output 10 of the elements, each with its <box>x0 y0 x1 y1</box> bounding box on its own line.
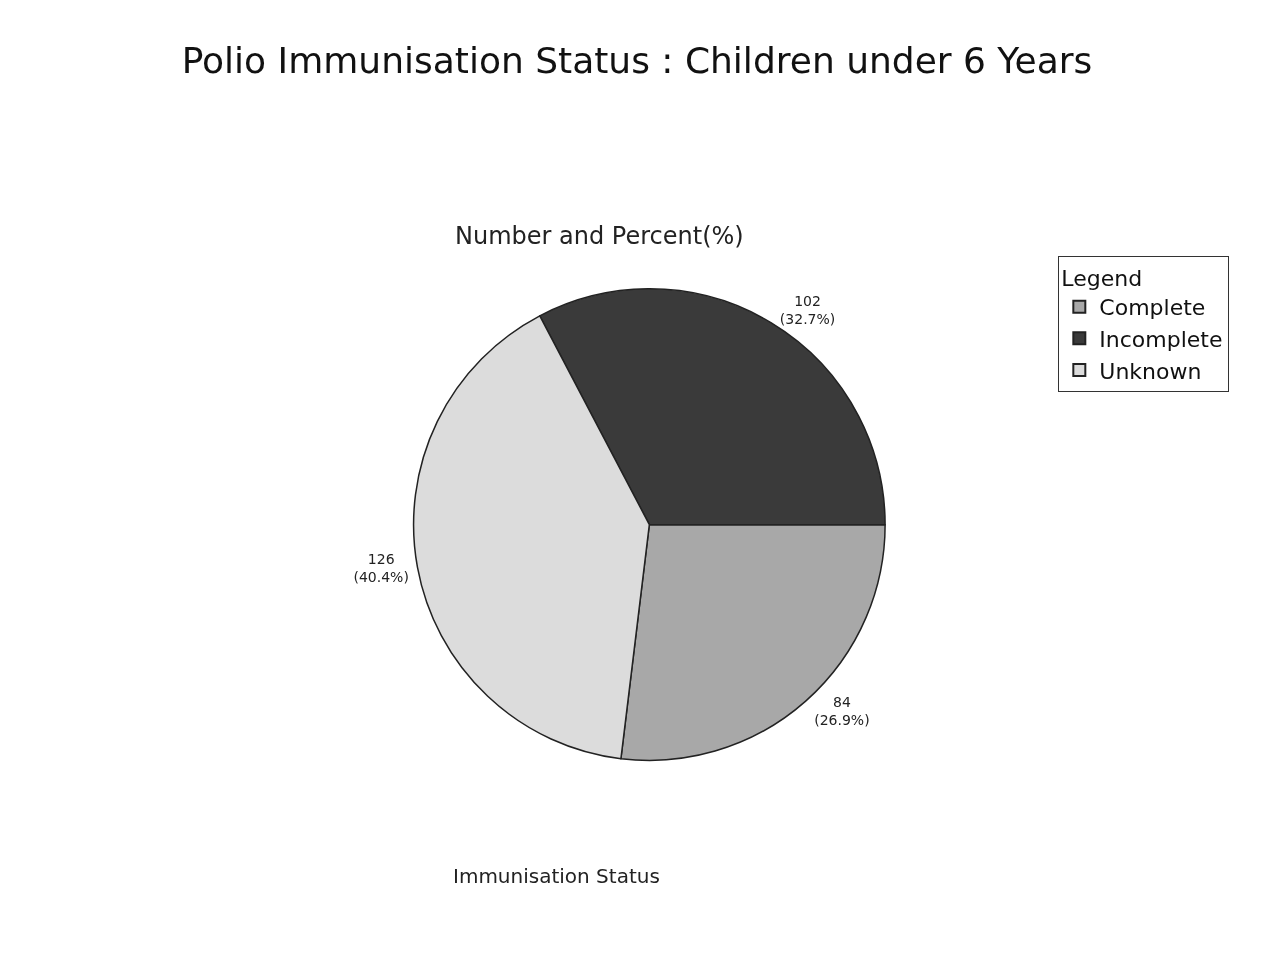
legend-label: Unknown <box>1099 358 1202 384</box>
data-label: 102 (32.7%) <box>779 293 836 328</box>
legend-label: Incomplete <box>1099 326 1223 352</box>
legend-label: Complete <box>1099 295 1206 321</box>
data-label: 126 (40.4%) <box>353 550 409 585</box>
text: Immunisation Status <box>453 864 660 888</box>
chart-title: Polio Immunisation Status : Children under 6 Years <box>181 39 1093 81</box>
chart-subtitle: Number and Percent(%) <box>455 222 744 250</box>
legend-title: Legend <box>1061 265 1143 291</box>
data-label: 84 (26.9%) <box>814 693 870 728</box>
